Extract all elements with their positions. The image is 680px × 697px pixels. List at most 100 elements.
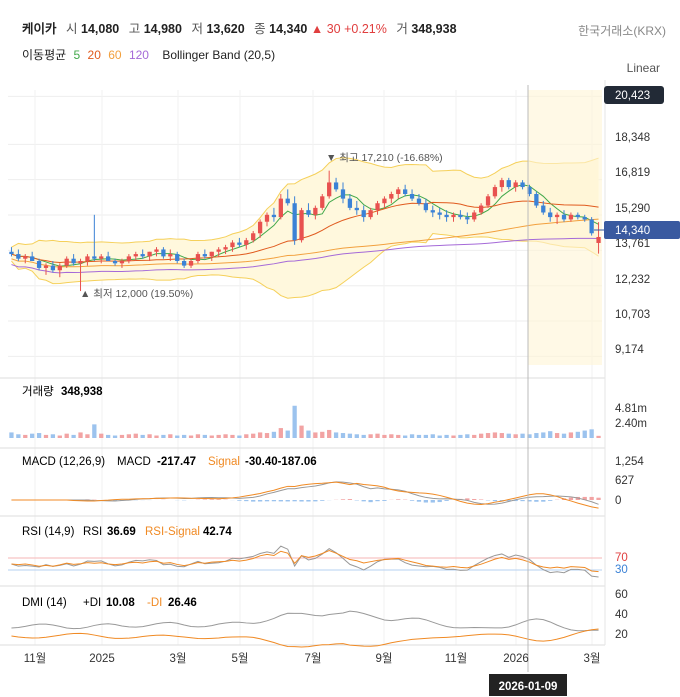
macd-histogram-bar — [444, 500, 449, 501]
candle-body — [451, 214, 456, 218]
volume-value: 348,938 — [411, 22, 457, 36]
candle-body — [327, 182, 332, 197]
candle-body — [147, 251, 152, 257]
macd-histogram-bar — [361, 500, 366, 502]
macd-tick: 0 — [615, 495, 621, 507]
price-tick: 10,703 — [615, 309, 650, 321]
low-value: 13,620 — [206, 22, 245, 36]
candle-body — [36, 261, 42, 268]
macd-histogram-bar — [520, 500, 525, 502]
volume-bar — [375, 433, 380, 438]
macd-histogram-bar — [596, 497, 601, 500]
volume-bar — [175, 435, 180, 438]
candle-body — [285, 198, 290, 204]
candle-body — [396, 189, 401, 194]
macd-histogram-bar — [492, 500, 498, 502]
volume-bar — [465, 434, 470, 438]
indicator-legend[interactable]: 이동평균 5 20 60 120 Bollinger Band (20,5) — [22, 46, 279, 63]
candle-body — [195, 254, 201, 262]
candle-body — [375, 203, 380, 211]
volume-bar — [416, 434, 422, 438]
change-value: ▲ 30 — [310, 22, 341, 36]
candle-body — [188, 261, 194, 266]
stock-name: 케이카 — [22, 22, 57, 36]
candle-body — [181, 261, 187, 266]
volume-bar — [513, 434, 518, 438]
rsi-line — [11, 545, 599, 578]
volume-bar — [361, 434, 366, 438]
volume-bar — [527, 434, 532, 438]
macd-histogram-bar — [582, 496, 587, 500]
candle-body — [112, 261, 118, 264]
candle-body — [430, 210, 435, 213]
top-price-badge — [604, 86, 664, 104]
volume-bar — [271, 431, 277, 438]
macd-histogram-bar — [589, 496, 594, 500]
last-price-badge — [604, 221, 680, 239]
rsi-tick: 30 — [615, 564, 628, 576]
scale-toggle[interactable]: Linear — [626, 61, 660, 75]
candle-body — [299, 210, 304, 241]
ma-label: 이동평균 — [22, 48, 67, 62]
candle-body — [133, 254, 138, 257]
candle-body — [216, 249, 221, 252]
candle-body — [202, 254, 207, 257]
candle-body — [416, 198, 422, 204]
volume-bar — [147, 434, 152, 438]
volume-bar — [9, 432, 14, 438]
candle-body — [520, 182, 525, 188]
volume-bar — [16, 434, 21, 438]
bollinger-lower — [11, 233, 599, 299]
macd-histogram-bar — [209, 499, 214, 500]
price-tick: 13,761 — [615, 238, 650, 250]
volume-tick: 2.40m — [615, 418, 647, 430]
dmi-tick: 40 — [615, 609, 628, 621]
price-tick: 18,348 — [615, 132, 650, 144]
candle-body — [423, 203, 429, 211]
macd-histogram-bar — [347, 499, 353, 500]
volume-bar — [534, 433, 539, 438]
open-label: 시 — [66, 22, 78, 36]
macd-histogram-bar — [112, 500, 118, 501]
volume-bar — [554, 433, 560, 438]
volume-bar — [596, 435, 601, 438]
macd-histogram-bar — [396, 499, 401, 500]
rsi-signal-line — [11, 550, 599, 573]
candle-body — [403, 189, 408, 194]
volume-bar — [257, 432, 263, 438]
candle-body — [71, 258, 76, 264]
candle-body — [382, 198, 387, 204]
volume-bar — [520, 433, 525, 438]
volume-bar — [327, 429, 332, 438]
volume-bar — [106, 434, 111, 438]
macd-histogram-bar — [216, 499, 221, 500]
low-annotation: ▲ 최저 12,000 (19.50%) — [80, 288, 193, 300]
candle-body — [465, 217, 470, 220]
volume-bar — [71, 434, 76, 438]
candle-body — [409, 193, 415, 199]
volume-bar — [30, 433, 35, 438]
candle-body — [444, 214, 449, 218]
volume-bar — [389, 434, 394, 438]
candle-body — [16, 254, 21, 259]
candle-body — [209, 251, 214, 257]
x-axis-label: 3월 — [584, 652, 601, 665]
x-axis-label: 2025 — [89, 653, 115, 665]
ma20-line — [11, 200, 599, 263]
volume-tick: 4.81m — [615, 403, 647, 415]
macd-histogram-bar — [299, 500, 304, 502]
bollinger-fill — [11, 157, 599, 299]
volume-bar — [458, 434, 463, 438]
volume-bar — [548, 431, 553, 438]
volume-bar — [133, 433, 138, 438]
candle-body — [541, 205, 546, 213]
ma120-line — [11, 237, 599, 274]
dmi-label: DMI (14) — [22, 597, 67, 609]
macd-name: MACD — [117, 456, 151, 468]
dmi-plus-name: +DI — [83, 597, 101, 609]
macd-histogram-bar — [416, 500, 422, 502]
macd-tick: 627 — [615, 475, 634, 487]
candle-body — [237, 242, 242, 245]
volume-bar — [223, 434, 228, 438]
